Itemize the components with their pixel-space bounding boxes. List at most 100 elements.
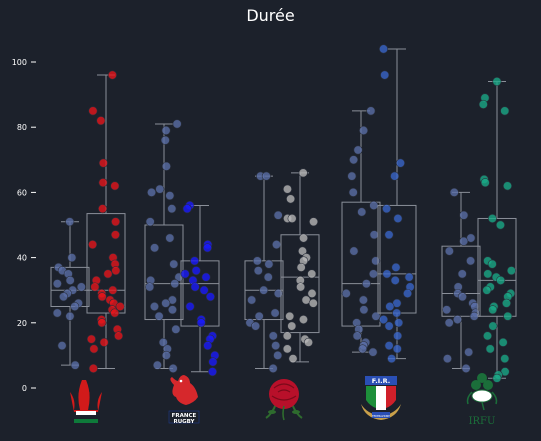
svg-text:FRANCE: FRANCE: [172, 413, 197, 419]
data-point: [171, 324, 181, 334]
data-point: [165, 191, 175, 201]
data-point: [152, 360, 162, 370]
data-point: [488, 321, 498, 331]
data-point: [299, 233, 309, 243]
data-point: [371, 256, 381, 266]
data-point: [361, 279, 371, 289]
data-point: [379, 44, 389, 54]
data-point: [253, 266, 263, 276]
data-point: [86, 334, 96, 344]
data-point: [298, 168, 308, 178]
data-point: [501, 298, 511, 308]
data-point: [357, 207, 367, 217]
data-point: [482, 285, 492, 295]
data-point: [110, 308, 120, 318]
data-point: [70, 301, 80, 311]
data-point: [110, 181, 120, 191]
data-point: [207, 367, 217, 377]
box: [477, 217, 517, 317]
data-point: [160, 135, 170, 145]
data-point: [167, 305, 177, 315]
data-point: [170, 279, 180, 289]
data-point: [115, 301, 125, 311]
data-point: [307, 288, 317, 298]
data-point: [403, 288, 413, 298]
data-point: [393, 213, 403, 223]
box: [86, 213, 126, 314]
data-point: [498, 337, 508, 347]
data-point: [384, 341, 394, 351]
box: [50, 266, 90, 308]
data-point: [444, 318, 454, 328]
box: [280, 234, 320, 334]
data-point: [500, 354, 510, 364]
data-point: [252, 256, 262, 266]
y-tick-label: 60: [17, 188, 27, 197]
data-point: [382, 204, 392, 214]
data-point: [103, 269, 113, 279]
data-point: [502, 181, 512, 191]
data-point: [369, 230, 379, 240]
data-point: [353, 145, 363, 155]
data-point: [254, 311, 264, 321]
data-point: [392, 344, 402, 354]
y-tick-label: 100: [12, 58, 27, 67]
data-point: [263, 272, 273, 282]
data-point: [108, 285, 118, 295]
data-point: [390, 171, 400, 181]
data-point: [96, 116, 106, 126]
data-point: [57, 341, 67, 351]
data-point: [404, 272, 414, 282]
data-point: [296, 282, 306, 292]
data-point: [97, 318, 107, 328]
data-point: [161, 161, 171, 171]
data-point: [190, 256, 200, 266]
data-point: [154, 311, 164, 321]
data-point: [161, 298, 171, 308]
data-point: [70, 360, 80, 370]
y-tick-label: 40: [17, 254, 27, 263]
data-point: [308, 298, 318, 308]
data-point: [296, 262, 306, 272]
data-point: [459, 236, 469, 246]
data-point: [488, 305, 498, 315]
data-point: [199, 285, 209, 295]
data-point: [145, 217, 155, 227]
data-point: [358, 344, 368, 354]
data-point: [99, 337, 109, 347]
data-point: [190, 282, 200, 292]
data-point: [444, 246, 454, 256]
data-point: [492, 77, 502, 87]
data-point: [392, 308, 402, 318]
data-point: [273, 288, 283, 298]
data-point: [271, 341, 281, 351]
data-point: [89, 344, 99, 354]
data-point: [261, 171, 271, 181]
box: [441, 245, 481, 317]
data-point: [97, 292, 107, 302]
data-point: [114, 331, 124, 341]
data-point: [480, 178, 490, 188]
data-point: [111, 266, 121, 276]
data-point: [384, 230, 394, 240]
data-point: [487, 259, 497, 269]
data-point: [464, 347, 474, 357]
data-point: [268, 331, 278, 341]
svg-text:FEDERAZIONE: FEDERAZIONE: [372, 414, 390, 418]
data-point: [52, 279, 62, 289]
data-point: [282, 344, 292, 354]
data-point: [180, 269, 190, 279]
data-point: [503, 311, 513, 321]
data-point: [158, 337, 168, 347]
data-point: [379, 315, 389, 325]
data-point: [487, 213, 497, 223]
data-point: [282, 184, 292, 194]
data-point: [270, 308, 280, 318]
y-tick-label: 0: [22, 384, 27, 393]
chart-title: Durée: [246, 6, 295, 25]
data-point: [98, 204, 108, 214]
data-point: [98, 178, 108, 188]
data-point: [286, 194, 296, 204]
data-point: [496, 275, 506, 285]
